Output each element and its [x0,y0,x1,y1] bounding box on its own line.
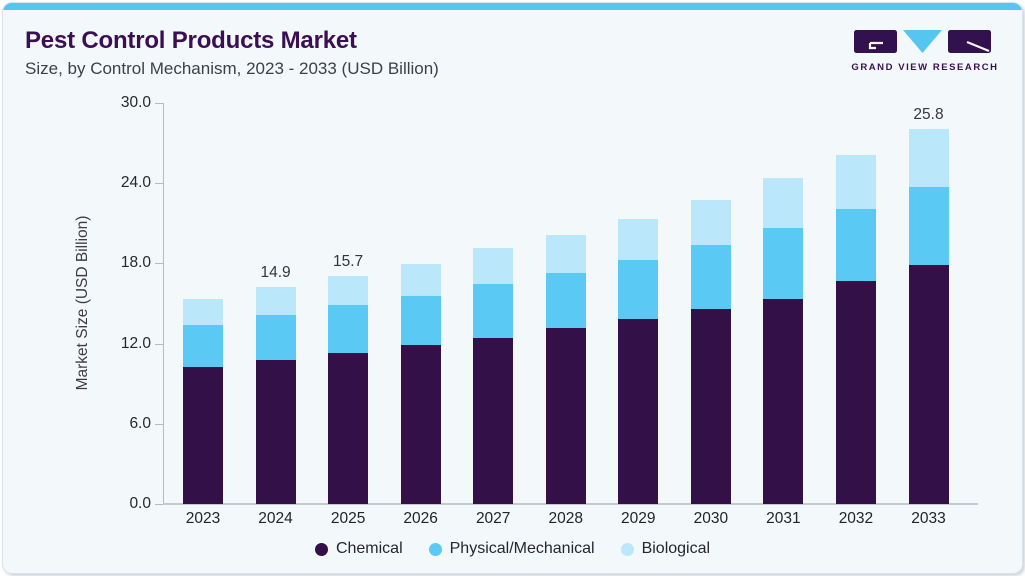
bar-segment-biological [328,275,369,305]
bar-2031 [763,178,804,504]
bar-segment-biological [763,178,804,228]
bar-2032 [835,154,876,504]
bar-segment-biological [618,218,659,260]
y-tick-label: 12.0 [120,334,151,352]
bar-segment-biological [255,287,296,315]
bar-2030 [690,199,731,504]
legend-label: Biological [641,540,711,557]
bar-segment-chemical [908,265,949,504]
bar-value-label-2024: 14.9 [260,264,291,282]
bar-segment-physical-mechanical [908,186,949,266]
x-axis-label-2026: 2026 [403,510,438,527]
x-axis-label-2029: 2029 [621,510,656,527]
legend-item-chemical: Chemical [314,540,403,558]
y-axis-title: Market Size (USD Billion) [74,215,91,391]
y-axis-line [163,103,164,504]
legend-swatch-icon [428,542,442,556]
bar-segment-chemical [183,367,223,504]
bar-segment-physical-mechanical [255,314,296,360]
bar-value-label-2025: 15.7 [333,252,364,270]
y-tick-label: 18.0 [120,254,151,272]
chart-subtitle: Size, by Control Mechanism, 2023 - 2033 … [25,59,439,78]
bar-segment-biological [908,128,949,187]
bar-2033 [908,128,949,504]
bar-segment-biological [835,154,876,209]
bar-segment-biological [183,298,223,326]
x-axis-label-2024: 2024 [258,510,293,527]
legend-swatch-icon [314,542,328,556]
y-tick-label: 30.0 [120,94,151,111]
y-tick-mark [155,504,163,505]
bar-segment-chemical [328,352,369,504]
bar-segment-physical-mechanical [763,227,804,299]
logo-g-block [853,30,897,53]
y-tick-label: 24.0 [120,174,151,192]
bar-segment-biological [545,234,586,273]
page-title: Pest Control Products Market [25,27,357,54]
bar-segment-physical-mechanical [328,304,369,353]
bar-segment-chemical [690,309,731,504]
x-axis-label-2023: 2023 [185,510,221,527]
bar-segment-chemical [545,327,586,504]
grand-view-research-logo: GRAND VIEW RESEARCH [850,29,1000,73]
bar-segment-physical-mechanical [473,284,514,339]
bar-2025 [328,275,369,504]
y-tick-mark [155,423,163,425]
bar-segment-physical-mechanical [545,272,586,328]
logo-g-notch [868,41,883,50]
gvr-logo-icon [853,30,991,53]
legend-label: Physical/Mechanical [449,540,595,557]
bar-segment-chemical [400,345,441,504]
bar-segment-biological [690,199,731,245]
bar-2029 [618,218,659,504]
chart-legend: Chemical Physical/Mechanical Biological [3,540,1022,558]
bar-segment-chemical [255,359,296,504]
bar-segment-physical-mechanical [183,325,223,368]
logo-text: GRAND VIEW RESEARCH [851,62,999,73]
bar-segment-physical-mechanical [618,259,659,320]
y-tick-label: 6.0 [129,414,151,432]
bar-2027 [473,247,514,504]
bar-segment-biological [400,263,441,296]
legend-item-biological: Biological [620,540,711,558]
legend-label: Chemical [335,540,403,557]
bar-2024 [255,287,296,504]
bar-2028 [545,234,586,504]
y-tick-mark [155,183,163,185]
bar-2023 [183,298,223,504]
bar-segment-physical-mechanical [400,295,441,346]
bar-segment-physical-mechanical [835,208,876,282]
x-axis-label-2030: 2030 [693,510,729,527]
y-tick-mark [155,103,163,104]
x-axis-label-2027: 2027 [475,510,511,527]
y-tick-mark [155,343,163,345]
y-tick-label: 0.0 [129,495,151,512]
x-axis-label-2031: 2031 [766,510,801,527]
logo-v-triangle [902,30,942,53]
x-axis-label-2032: 2032 [838,510,874,527]
bar-segment-chemical [618,319,659,504]
accent-top-strip [3,3,1022,10]
bar-2026 [400,263,441,504]
x-axis-label-2025: 2025 [330,510,366,527]
bar-segment-biological [473,247,514,285]
legend-item-physical-mechanical: Physical/Mechanical [428,540,595,558]
x-axis-label-2033: 2033 [911,510,946,527]
bar-segment-chemical [763,298,804,504]
bar-value-label-2033: 25.8 [913,105,944,123]
y-tick-mark [155,263,163,265]
x-axis-label-2028: 2028 [548,510,583,527]
logo-r-leg [966,40,989,53]
legend-swatch-icon [620,542,634,556]
bar-segment-chemical [835,281,876,504]
bar-segment-physical-mechanical [690,244,731,309]
x-axis-baseline [163,503,978,505]
bar-segment-chemical [473,338,514,504]
